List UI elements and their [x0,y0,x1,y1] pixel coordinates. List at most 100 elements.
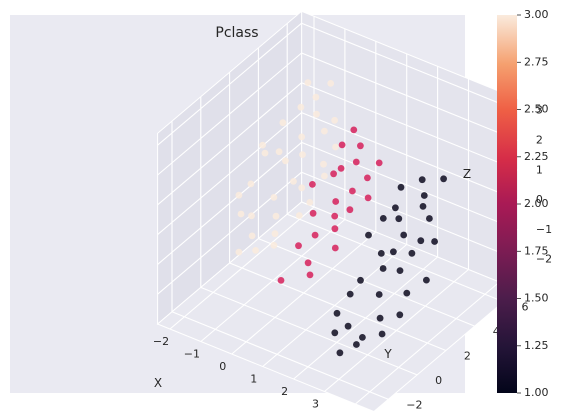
scatter-point [420,192,428,199]
scatter-point [252,247,259,254]
colorbar-ticks: 1.00 1.25 1.50 1.75 2.00 2.25 2.50 2.75 3.00 [517,8,549,399]
x-tick-label: −2 [153,335,169,348]
grid-line-z [301,52,519,142]
scatter-point [332,198,340,205]
scatter-point [331,329,339,337]
scatter-point [440,175,447,183]
colorbar-gradient [497,15,517,393]
scatter-point [295,242,302,250]
scatter-point [338,141,346,149]
scatter-point [237,210,245,218]
y-tick-label: 0 [435,374,442,387]
scatter-point [332,143,339,151]
scatter-point [379,215,387,222]
y-tick-label: 4 [493,325,500,338]
scatter-point [403,289,411,297]
x-tick-label: 3 [312,398,319,411]
colorbar-tick-label: 1.50 [524,292,549,305]
grid-line-y [258,238,475,327]
z-axis-label: Z [463,167,471,181]
scatter-point [333,309,341,317]
grid-line-z [157,171,302,295]
scatter-point [396,311,404,319]
scatter-point [320,160,327,168]
scatter-point [290,178,297,185]
y-axis-label: Y [383,347,392,361]
scatter-point [419,203,427,210]
colorbar-tick-label: 1.00 [524,386,549,399]
scatter-point [379,265,387,272]
z-tick-label: 1 [536,163,543,176]
scatter-point [313,110,320,118]
scatter-point [431,238,438,245]
colorbar-tick-label: 1.75 [524,244,549,257]
scatter-point [400,231,408,239]
x-tick-label: 0 [219,360,226,373]
scatter-point [271,230,279,238]
scatter-point [337,165,345,172]
grid-line-y [171,311,389,400]
scatter-point [282,157,289,165]
grid-line-z [157,52,302,176]
scatter-point [378,330,386,338]
grid-line-z [157,112,302,236]
colorbar-tick-label: 2.50 [524,103,549,116]
scatter-point [312,93,320,101]
scatter-point [377,250,385,257]
colorbar-tick-label: 3.00 [524,8,549,21]
scatter-point [309,209,317,217]
scatter-point [306,199,314,206]
grid-line-z [301,171,519,261]
grid-line-z [157,22,302,146]
scatter-point [235,191,243,199]
colorbar-tick-label: 2.25 [524,150,549,163]
grid-line-z [301,112,519,201]
colorbar-tick-label: 2.75 [524,55,549,68]
scatter-point [396,267,404,274]
scatter-point [298,184,306,192]
scatter-point [248,212,255,220]
scatter-point [304,259,312,267]
z-tick-label: −2 [536,253,552,266]
scatter-point [336,349,344,357]
scatter-point [331,225,339,233]
scatter-point [270,241,278,249]
scatter-point [423,276,430,284]
scatter-point [327,80,335,87]
z-tick-label: 2 [536,134,543,147]
y-tick-label: 2 [464,350,471,363]
scatter-point [375,159,383,167]
z-tick-label: 0 [536,193,543,206]
scatter-point [350,126,358,134]
scatter-point [261,149,269,157]
scatter-point [331,212,339,220]
scatter-point [297,103,305,111]
chart-title: Pclass [215,25,258,41]
colorbar-tick-label: 1.25 [524,339,549,352]
grid-line-z [157,82,302,206]
scatter-point [272,212,280,220]
x-axis-label: X [154,376,162,390]
scatter-point [321,172,328,180]
scatter-point [331,244,339,252]
grid-line-y [286,213,504,303]
scatter-point [304,79,312,86]
scatter-point [275,148,283,156]
scatter-point [344,322,352,330]
scatter-point [357,276,364,284]
scatter-point [349,187,356,195]
scatter-point [298,133,306,141]
grid-line-z [301,82,519,171]
y-tick-label: 6 [522,301,529,314]
scatter-point [259,141,266,149]
scatter-point [359,334,366,341]
scatter-point [375,291,383,298]
scatter-point [352,158,360,166]
scatter-point [426,215,433,222]
scatter-point [390,248,397,256]
z-tick-label: −1 [536,223,552,236]
grid-line-y [200,286,418,376]
grid-lines [157,16,519,405]
scatter-point [299,151,306,159]
